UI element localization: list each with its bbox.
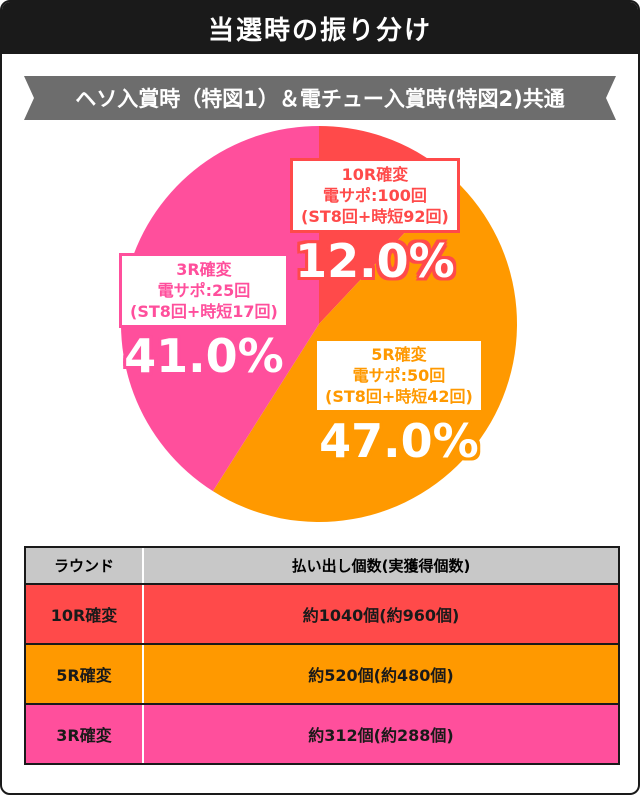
slice-label-5r-sub: 電サポ:50回: [352, 366, 446, 385]
chart-subtitle: ヘソ入賞時（特図1）＆電チュー入賞時(特図2)共通: [24, 76, 616, 120]
row-payout: 約312個(約288個): [308, 726, 454, 745]
slice-pct-5r: 47.0%: [319, 414, 479, 468]
header-payout: 払い出し個数(実獲得個数): [291, 557, 471, 575]
slice-label-10r-sub: 電サポ:100回: [323, 186, 427, 205]
slice-label-3r: 3R確変 電サポ:25回 (ST8回+時短17回) 41.0%: [119, 253, 289, 382]
table-row: 5R確変 約520個(約480個): [26, 645, 618, 705]
page-title: 当選時の振り分け: [2, 2, 638, 54]
slice-label-10r-detail: (ST8回+時短92回): [301, 207, 449, 226]
slice-label-5r: 5R確変 電サポ:50回 (ST8回+時短42回) 47.0%: [314, 338, 484, 467]
subtitle-notch-left: [24, 76, 34, 120]
table-row: 10R確変 約1040個(約960個): [26, 585, 618, 645]
slice-label-3r-sub: 電サポ:25回: [157, 281, 251, 300]
row-round: 5R確変: [26, 645, 144, 703]
subtitle-notch-right: [606, 76, 616, 120]
slice-label-5r-detail: (ST8回+時短42回): [325, 387, 473, 406]
row-payout: 約1040個(約960個): [302, 606, 460, 625]
header-round: ラウンド: [26, 548, 144, 583]
slice-pct-3r: 41.0%: [124, 329, 284, 383]
slice-pct-10r: 12.0%: [295, 234, 455, 288]
slice-label-10r-name: 10R確変: [341, 165, 409, 184]
slice-label-3r-detail: (ST8回+時短17回): [130, 302, 278, 321]
row-payout: 約520個(約480個): [308, 666, 454, 685]
table-header: ラウンド 払い出し個数(実獲得個数): [26, 548, 618, 585]
slice-label-3r-name: 3R確変: [176, 260, 232, 279]
payout-table: ラウンド 払い出し個数(実獲得個数) 10R確変 約1040個(約960個) 5…: [24, 546, 620, 765]
slice-label-5r-name: 5R確変: [371, 345, 427, 364]
row-round: 3R確変: [26, 705, 144, 763]
table-row: 3R確変 約312個(約288個): [26, 705, 618, 763]
slice-label-10r: 10R確変 電サポ:100回 (ST8回+時短92回) 12.0%: [290, 158, 460, 287]
row-round: 10R確変: [26, 585, 144, 643]
